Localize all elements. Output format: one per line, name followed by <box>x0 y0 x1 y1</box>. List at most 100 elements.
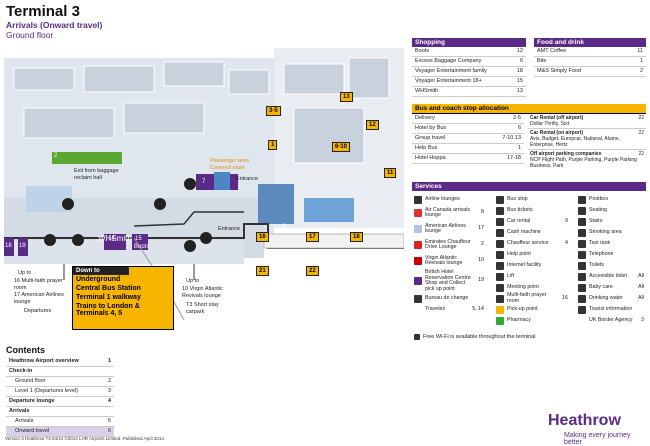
wifi-icon <box>414 334 420 340</box>
list-item[interactable]: Tourist information <box>578 304 644 315</box>
contents-row[interactable]: Ground floor 2 <box>6 377 114 387</box>
contents-header: Contents <box>6 345 45 355</box>
list-item[interactable]: UK Border Agency 3 <box>589 316 644 323</box>
list-item[interactable]: Accessible toilet All <box>578 271 644 282</box>
up-to-label: Up to <box>18 270 32 276</box>
list-item[interactable]: Cash machine <box>496 227 568 238</box>
bus-stop-label-22[interactable]: 22 <box>306 266 319 276</box>
list-item[interactable]: WHSmith 13 <box>412 87 526 97</box>
footer-text: Version 3 Heathrow T3 04/14 ©2014 LHR Ai… <box>5 436 166 441</box>
hotel-icon <box>414 277 422 285</box>
baby-care-icon <box>578 283 586 292</box>
list-item[interactable]: Air Canada arrivals lounge 8 <box>414 205 484 221</box>
list-item[interactable]: Baby care All <box>578 282 644 293</box>
list-item[interactable]: British Hotel Reservation Centre Shop an… <box>414 269 484 293</box>
contents-row[interactable]: Check-in <box>6 367 114 377</box>
bus-stop-label-18[interactable]: 18 <box>350 232 363 242</box>
drinking-water-icon <box>578 294 586 303</box>
bus-stop-label-17[interactable]: 17 <box>306 232 319 242</box>
heathrow-logo: Heathrow <box>548 412 621 429</box>
contents-row[interactable]: Departure lounge 4 <box>6 397 114 407</box>
contents-row[interactable]: Level 1 (Departures level) 3 <box>6 387 114 397</box>
list-item[interactable]: Toilets <box>578 260 644 271</box>
list-item[interactable]: Airline lounges <box>414 194 484 205</box>
list-item[interactable]: Virgin Atlantic Revivals lounge 10 <box>414 253 484 269</box>
list-item[interactable]: Taxi rank <box>578 238 644 249</box>
bus-stop-label-13[interactable]: 13 <box>340 92 353 102</box>
list-item[interactable]: Excess Baggage Company 6 <box>412 57 526 67</box>
down-to-central-bus[interactable]: Central Bus Station <box>76 285 141 292</box>
list-item[interactable]: Help Bus 1 <box>412 144 524 154</box>
list-item[interactable]: Seating <box>578 205 644 216</box>
list-item[interactable]: Car Rental (off airport) Dollar Thrifty, … <box>528 115 646 129</box>
bus-stop-label-3-5[interactable]: 3-5 <box>266 106 281 116</box>
list-item[interactable]: Drinking water All <box>578 293 644 304</box>
list-item[interactable]: Boots 12 <box>412 47 526 57</box>
map-num-3: 3 <box>282 224 286 230</box>
list-item[interactable]: Voyager Entertainment family 18 <box>412 67 526 77</box>
contents-row[interactable]: Arrivals <box>6 407 114 417</box>
bus-allocation-header: Bus and coach stop allocation <box>412 104 646 114</box>
list-item[interactable]: Pick-up point <box>496 304 568 315</box>
pin-icon[interactable] <box>200 232 212 244</box>
food-header: Food and drink <box>534 38 646 47</box>
bus-stop-label-6-10[interactable]: 6-10 <box>332 142 351 152</box>
map-num-2: 2 <box>54 153 58 159</box>
list-item[interactable]: Stairs <box>578 216 644 227</box>
list-item[interactable]: Voyager Entertainment 18+ 15 <box>412 77 526 87</box>
down-to-trains[interactable]: Trains to London & Terminals 4, 5 <box>76 303 140 317</box>
list-item[interactable]: Lift <box>496 271 568 282</box>
bus-stop-label-12[interactable]: 12 <box>366 120 379 130</box>
short-stay-label: T3 Short stay carpark <box>186 302 219 315</box>
list-item[interactable]: Multi-faith prayer room 16 <box>496 292 568 304</box>
list-item[interactable]: Car rental 9 <box>496 216 568 227</box>
list-item[interactable]: Pharmacy <box>496 315 568 326</box>
contents-row[interactable]: Arrivals 5 <box>6 417 114 427</box>
list-item[interactable]: Smoking area <box>578 227 644 238</box>
pin-icon[interactable] <box>154 198 166 210</box>
bus-stop-label-1[interactable]: 1 <box>268 140 278 150</box>
pin-icon[interactable] <box>184 178 196 190</box>
list-item[interactable]: Meeting point <box>496 282 568 293</box>
list-item[interactable]: American Airlines lounge 17 <box>414 221 484 237</box>
list-item[interactable]: Bus stop <box>496 194 568 205</box>
down-to-underground[interactable]: Underground <box>76 276 121 283</box>
bus-stop-label-21[interactable]: 21 <box>256 266 269 276</box>
list-item[interactable]: Bite 1 <box>534 57 646 67</box>
list-item[interactable]: M&S Simply Food 2 <box>534 67 646 77</box>
list-item[interactable]: Off airport parking companies NCP Flight … <box>530 151 644 169</box>
air-canada-icon <box>414 209 422 217</box>
list-item[interactable]: Internet facility <box>496 260 568 271</box>
pin-icon[interactable] <box>44 234 56 246</box>
seating-icon <box>578 206 586 215</box>
down-to-terminal1[interactable]: Terminal 1 walkway <box>76 294 141 301</box>
list-item[interactable]: Help point <box>496 249 568 260</box>
list-item[interactable]: Bus tickets <box>496 205 568 216</box>
terminal-map[interactable]: 3-5 13 12 1 6-10 11 16 17 18 21 22 7 14 … <box>4 48 405 321</box>
list-item[interactable]: Telephone <box>578 249 644 260</box>
list-item[interactable]: Bureau de change <box>414 293 484 304</box>
list-item[interactable]: Chauffeur service 4 <box>496 238 568 249</box>
contents-row-selected[interactable]: Onward travel 6 <box>6 427 114 437</box>
pin-icon[interactable] <box>184 240 196 252</box>
virgin-lounge-num: 10 <box>182 286 189 292</box>
list-item[interactable]: Travelex 5, 14 <box>425 305 484 312</box>
list-item[interactable]: Postbox <box>578 194 644 205</box>
list-item[interactable]: Hotel by Bus 6 <box>412 124 524 134</box>
telephone-icon <box>578 250 586 259</box>
bus-stop-label-11[interactable]: 11 <box>384 168 397 178</box>
contents-row[interactable]: Heathrow Airport overview 1 <box>6 357 114 367</box>
list-item[interactable]: AMT Coffee 11 <box>534 47 646 57</box>
list-item[interactable]: Hotel Hoppa 17-18 <box>412 154 524 164</box>
bus-stop-label-16[interactable]: 16 <box>256 232 269 242</box>
bus-tickets-icon <box>496 206 504 215</box>
list-item[interactable]: Car Rental (on airport) Avis, Budget, Eur… <box>528 130 646 150</box>
green-zone <box>52 152 122 164</box>
list-item[interactable]: Group travel 7-10 13 <box>412 134 524 144</box>
list-item[interactable]: Emirates Chauffeur Drive Lounge 2 <box>414 237 484 253</box>
food-panel: Food and drink AMT Coffee 11 Bite 1 M&S Si… <box>534 38 646 77</box>
pin-icon[interactable] <box>72 234 84 246</box>
info-pin-icon[interactable] <box>62 198 74 210</box>
map-num-14: 14 <box>108 236 115 242</box>
list-item[interactable]: Delivery 2-5 <box>412 114 524 124</box>
